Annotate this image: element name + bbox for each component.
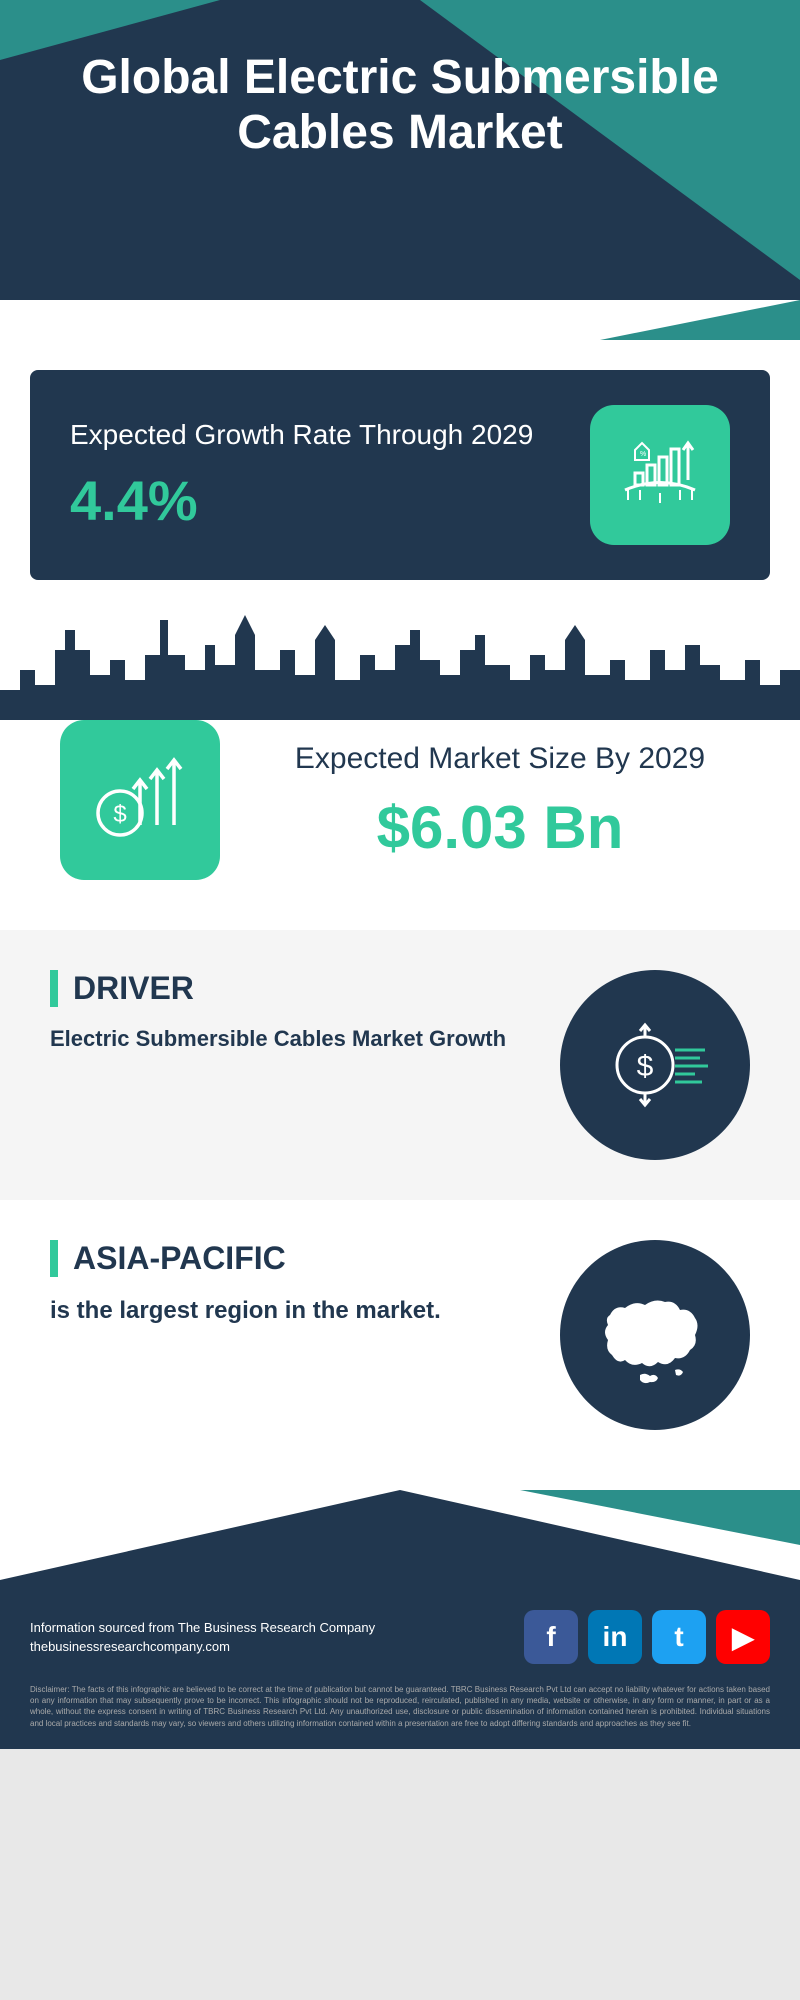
region-heading: ASIA-PACIFIC <box>50 1240 560 1277</box>
page-title: Global Electric Submersible Cables Marke… <box>0 0 800 160</box>
footer: Information sourced from The Business Re… <box>0 1490 800 1749</box>
source-line2: thebusinessresearchcompany.com <box>30 1639 375 1654</box>
footer-accent-color <box>520 1490 800 1545</box>
twitter-icon[interactable]: t <box>652 1610 706 1664</box>
region-text-block: ASIA-PACIFIC is the largest region in th… <box>50 1240 560 1326</box>
infographic-container: Global Electric Submersible Cables Marke… <box>0 0 800 1749</box>
growth-chart-icon: % <box>590 405 730 545</box>
market-growth-icon: $ <box>60 720 220 880</box>
region-section: ASIA-PACIFIC is the largest region in th… <box>0 1200 800 1490</box>
growth-label: Expected Growth Rate Through 2029 <box>70 417 533 453</box>
footer-content: Information sourced from The Business Re… <box>30 1610 770 1664</box>
footer-accent-left <box>0 1490 400 1580</box>
driver-dollar-icon: $ <box>560 970 750 1160</box>
svg-text:%: % <box>640 451 646 458</box>
social-icons: f in t ▶ <box>524 1610 770 1664</box>
disclaimer-text: Disclaimer: The facts of this infographi… <box>30 1684 770 1729</box>
market-size-value: $6.03 Bn <box>260 793 740 862</box>
svg-text:$: $ <box>113 801 126 828</box>
header-divider-accent <box>600 300 800 340</box>
growth-rate-card: Expected Growth Rate Through 2029 4.4% % <box>30 370 770 580</box>
facebook-icon[interactable]: f <box>524 1610 578 1664</box>
skyline-decoration <box>0 600 800 720</box>
globe-map-icon <box>560 1240 750 1430</box>
growth-text-block: Expected Growth Rate Through 2029 4.4% <box>70 417 533 533</box>
source-line1: Information sourced from The Business Re… <box>30 1620 375 1635</box>
linkedin-icon[interactable]: in <box>588 1610 642 1664</box>
market-size-section: $ Expected Market Size By 2029 $6.03 Bn <box>0 720 800 930</box>
driver-section: DRIVER Electric Submersible Cables Marke… <box>0 930 800 1200</box>
youtube-icon[interactable]: ▶ <box>716 1610 770 1664</box>
growth-value: 4.4% <box>70 468 533 533</box>
footer-source: Information sourced from The Business Re… <box>30 1620 375 1654</box>
svg-text:$: $ <box>637 1050 654 1083</box>
market-text-block: Expected Market Size By 2029 $6.03 Bn <box>260 739 740 862</box>
header: Global Electric Submersible Cables Marke… <box>0 0 800 340</box>
region-description: is the largest region in the market. <box>50 1295 560 1326</box>
driver-description: Electric Submersible Cables Market Growt… <box>50 1025 560 1054</box>
market-size-label: Expected Market Size By 2029 <box>260 739 740 778</box>
driver-heading: DRIVER <box>50 970 560 1007</box>
driver-text-block: DRIVER Electric Submersible Cables Marke… <box>50 970 560 1054</box>
